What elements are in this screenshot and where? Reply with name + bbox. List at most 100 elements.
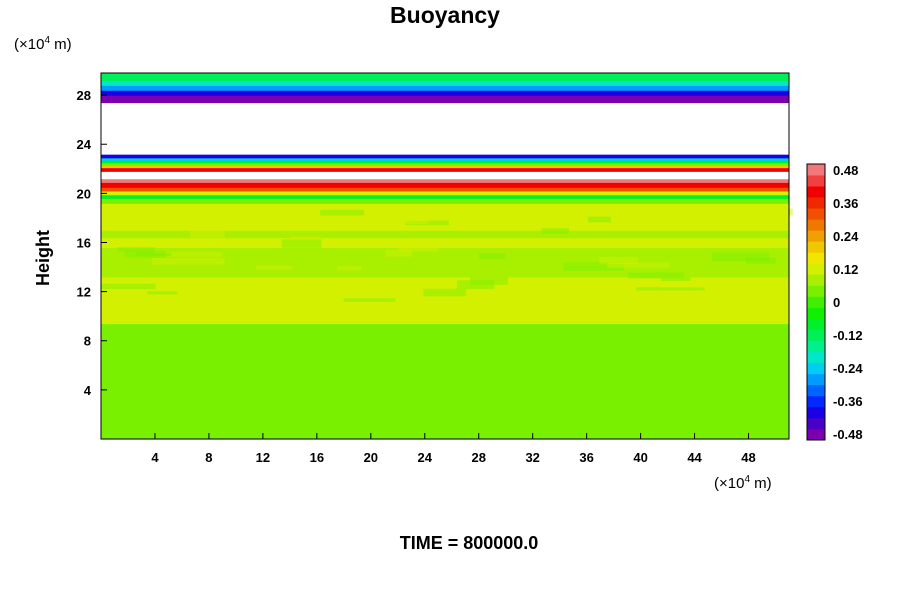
texture-patch xyxy=(577,284,636,293)
heatmap-band-12 xyxy=(101,190,789,196)
texture-patch xyxy=(745,257,777,264)
texture-patch xyxy=(133,290,176,298)
colorbar-swatch xyxy=(807,263,825,275)
plot-frame xyxy=(100,72,790,440)
texture-patch xyxy=(554,277,584,283)
colorbar-frame xyxy=(806,163,826,441)
y-unit-label: (×104 m) xyxy=(14,35,72,53)
colorbar-swatch xyxy=(807,219,825,231)
heatmap-band-10 xyxy=(101,198,789,204)
heatmap-band-21 xyxy=(101,157,789,161)
colorbar-tick-label: 0.48 xyxy=(833,163,858,178)
heatmap-band-26 xyxy=(101,85,789,91)
heatmap-band-22 xyxy=(101,154,789,159)
colorbar-swatch xyxy=(807,428,825,441)
colorbar-tick-label: -0.12 xyxy=(833,328,863,343)
colorbar-swatch xyxy=(807,340,825,353)
x-tick-label: 12 xyxy=(256,450,270,465)
heatmap-band-0 xyxy=(101,323,789,440)
colorbar-swatch xyxy=(807,164,825,176)
colorbar-tick-label: 0.12 xyxy=(833,262,858,277)
x-tick-label: 28 xyxy=(471,450,485,465)
y-axis: 4 8 12 16 20 24 28 xyxy=(77,88,107,398)
colorbar-swatch xyxy=(807,406,825,419)
colorbar-swatch xyxy=(807,373,825,386)
y-tick-label: 4 xyxy=(84,383,92,398)
colorbar-tick-label: 0.36 xyxy=(833,196,858,211)
texture-patch xyxy=(456,280,495,290)
colorbar-swatch xyxy=(807,230,825,242)
texture-patch xyxy=(636,287,705,291)
y-tick-label: 8 xyxy=(84,334,91,349)
y-tick-label: 20 xyxy=(77,186,91,201)
colorbar-tick-label: -0.48 xyxy=(833,427,863,442)
x-tick-label: 20 xyxy=(364,450,378,465)
texture-patch xyxy=(381,216,429,225)
heatmap-band-18 xyxy=(101,165,789,169)
y-axis-label: Height xyxy=(33,230,53,286)
colorbar-swatch xyxy=(807,384,825,397)
texture-patch xyxy=(726,208,793,216)
texture-patch xyxy=(563,262,624,271)
x-unit-label: (×104 m) xyxy=(714,474,772,492)
texture-patch xyxy=(337,266,362,271)
colorbar-tick-label: -0.24 xyxy=(833,361,863,376)
heatmap-bands xyxy=(101,73,789,440)
heatmap-texture xyxy=(101,206,793,302)
heatmap-band-5 xyxy=(101,267,789,278)
x-tick-label: 44 xyxy=(687,450,702,465)
heatmap-band-3 xyxy=(101,298,789,310)
heatmap-band-4 xyxy=(101,276,789,300)
texture-patch xyxy=(405,220,449,226)
colorbar-swatch xyxy=(807,241,825,253)
heatmap-band-16 xyxy=(101,171,789,180)
texture-patch xyxy=(281,239,322,248)
x-tick-label: 48 xyxy=(741,450,755,465)
texture-patch xyxy=(418,216,452,222)
colorbar-swatch xyxy=(807,197,825,209)
colorbar-tick-label: -0.36 xyxy=(833,394,863,409)
heatmap-band-25 xyxy=(101,90,789,96)
texture-patch xyxy=(256,265,293,270)
x-tick-label: 40 xyxy=(633,450,647,465)
colorbar xyxy=(806,163,826,441)
texture-patch xyxy=(134,282,206,287)
colorbar-swatch xyxy=(807,362,825,375)
colorbar-ticks: 0.48 0.36 0.24 0.12 0 -0.12 -0.24 -0.36 -0.48 xyxy=(833,163,863,442)
x-tick-label: 16 xyxy=(310,450,324,465)
texture-patch xyxy=(117,247,155,252)
heatmap-band-28 xyxy=(101,73,789,81)
y-tick-label: 24 xyxy=(77,137,92,152)
heatmap-band-23 xyxy=(101,102,789,155)
texture-patch xyxy=(545,206,574,211)
texture-patch xyxy=(587,216,611,223)
texture-patch xyxy=(468,213,543,222)
texture-patch xyxy=(599,256,638,265)
heatmap-band-27 xyxy=(101,80,789,86)
colorbar-swatch xyxy=(807,296,825,308)
x-tick-label: 36 xyxy=(579,450,593,465)
texture-patch xyxy=(712,252,770,262)
colorbar-swatch xyxy=(807,329,825,342)
texture-patch xyxy=(101,283,156,290)
texture-patch xyxy=(627,272,684,279)
heatmap-band-14 xyxy=(101,182,789,188)
texture-patch xyxy=(153,251,222,258)
heatmap-band-8 xyxy=(101,230,789,239)
texture-patch xyxy=(463,297,529,301)
texture-patch xyxy=(320,209,365,216)
texture-patch xyxy=(290,236,320,242)
x-axis: 4 8 12 16 20 24 28 32 36 40 44 48 xyxy=(151,433,756,465)
heatmap-band-13 xyxy=(101,187,789,192)
colorbar-swatch xyxy=(807,417,825,430)
chart-title: Buoyancy xyxy=(390,2,500,28)
colorbar-swatch xyxy=(807,395,825,408)
x-tick-label: 24 xyxy=(418,450,433,465)
heatmap-band-1 xyxy=(101,316,789,325)
texture-patch xyxy=(423,288,467,297)
heatmap-band-6 xyxy=(101,247,789,268)
colorbar-swatch xyxy=(807,285,825,297)
heatmap-band-19 xyxy=(101,162,789,166)
texture-patch xyxy=(661,277,691,282)
